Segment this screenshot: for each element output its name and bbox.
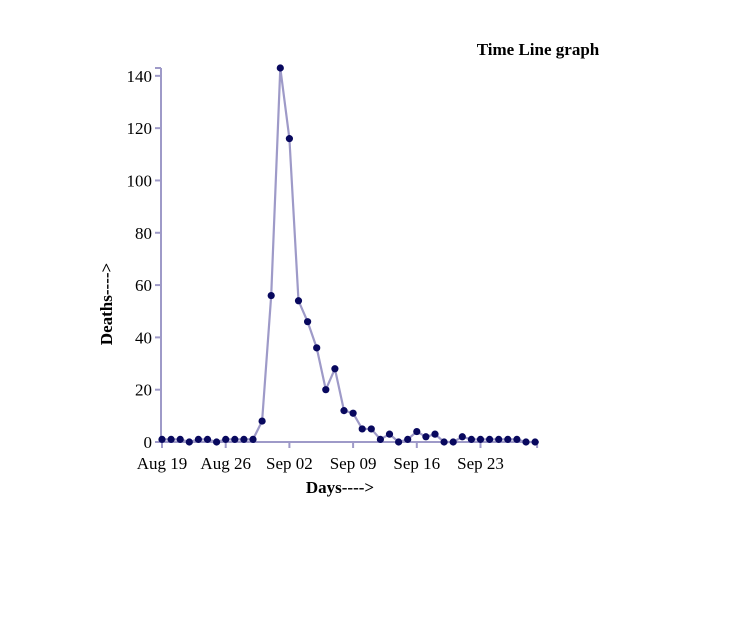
data-point bbox=[349, 409, 357, 417]
x-axis-label: Days----> bbox=[306, 478, 374, 497]
y-tick-label: 120 bbox=[127, 119, 153, 138]
data-point bbox=[431, 430, 439, 438]
data-point bbox=[522, 438, 530, 446]
data-point bbox=[486, 435, 494, 443]
data-point bbox=[203, 435, 212, 443]
chart-title: Time Line graph bbox=[477, 40, 600, 59]
data-point bbox=[194, 435, 202, 443]
x-tick-group: Aug 19 Aug 26 Sep 02 Sep 09 Sep 16 Sep 23 bbox=[137, 442, 539, 473]
y-tick-label: 20 bbox=[135, 381, 152, 400]
data-point bbox=[313, 344, 321, 352]
y-tick-label: 140 bbox=[127, 67, 153, 86]
data-point bbox=[385, 430, 394, 438]
data-point bbox=[504, 435, 512, 443]
data-point bbox=[231, 435, 239, 443]
data-point bbox=[395, 438, 403, 446]
x-tick-label: Sep 16 bbox=[393, 454, 440, 473]
x-axis: Aug 19 Aug 26 Sep 02 Sep 09 Sep 16 Sep 23 bbox=[137, 441, 539, 473]
data-point bbox=[267, 291, 275, 300]
data-point bbox=[304, 318, 312, 326]
data-point bbox=[294, 297, 303, 305]
data-point bbox=[476, 435, 485, 443]
y-tick-label: 80 bbox=[135, 224, 152, 243]
y-axis-label: Deaths----> bbox=[97, 263, 116, 345]
data-point bbox=[276, 64, 284, 72]
data-point bbox=[495, 435, 503, 443]
x-tick-label: Sep 09 bbox=[330, 454, 377, 473]
x-tick-label: Aug 19 bbox=[137, 454, 188, 473]
y-axis: 0 20 40 60 80 100 120 140 bbox=[127, 67, 162, 452]
x-tick-label: Sep 02 bbox=[266, 454, 313, 473]
data-point bbox=[413, 427, 421, 436]
data-point bbox=[213, 438, 221, 446]
data-points bbox=[158, 64, 539, 446]
data-point bbox=[322, 386, 330, 394]
data-point bbox=[358, 425, 366, 433]
y-tick-label: 40 bbox=[135, 328, 152, 347]
data-point bbox=[404, 435, 412, 443]
data-point bbox=[531, 438, 539, 446]
x-tick-label: Aug 26 bbox=[200, 454, 251, 473]
data-point bbox=[449, 438, 457, 446]
data-point bbox=[176, 435, 184, 443]
data-point bbox=[258, 417, 266, 425]
x-tick-label: Sep 23 bbox=[457, 454, 504, 473]
data-point bbox=[340, 407, 348, 415]
data-point bbox=[367, 425, 375, 433]
data-point bbox=[440, 438, 448, 446]
y-tick-label: 60 bbox=[135, 276, 152, 295]
y-tick-label: 100 bbox=[127, 171, 153, 190]
data-point bbox=[513, 435, 521, 443]
data-point bbox=[222, 435, 230, 443]
y-tick-label: 0 bbox=[144, 433, 153, 452]
series-line bbox=[162, 67, 536, 444]
data-point bbox=[331, 365, 339, 373]
data-point bbox=[240, 435, 248, 443]
data-point bbox=[285, 135, 293, 143]
data-point bbox=[467, 435, 475, 443]
data-point bbox=[158, 435, 166, 443]
data-point bbox=[249, 435, 257, 443]
data-point bbox=[376, 435, 384, 443]
y-tick-group: 0 20 40 60 80 100 120 140 bbox=[127, 67, 161, 452]
data-point bbox=[458, 433, 466, 441]
data-point bbox=[167, 435, 175, 443]
data-point bbox=[185, 438, 193, 446]
data-point bbox=[422, 433, 430, 441]
